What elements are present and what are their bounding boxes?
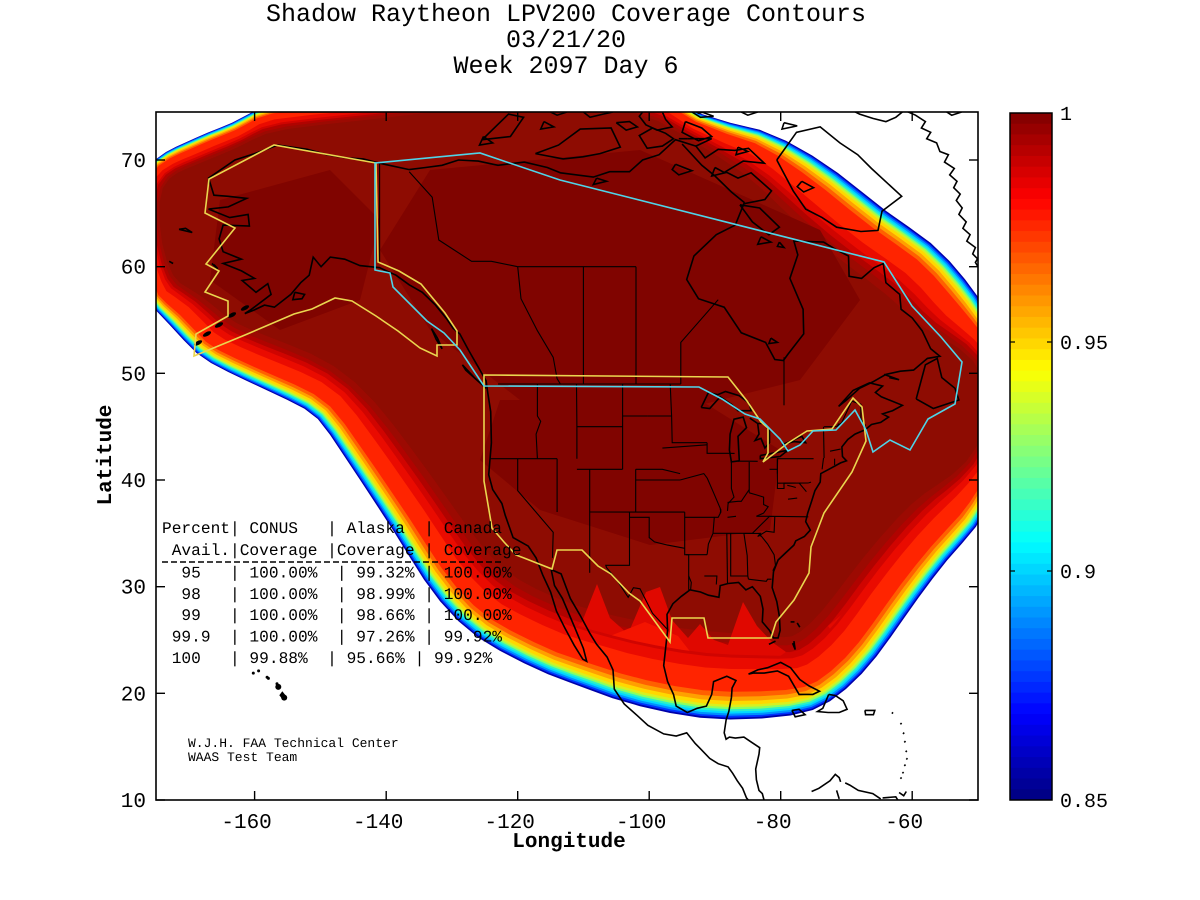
svg-text:10: 10 [121, 791, 146, 814]
svg-text:W.J.H. FAA Technical Center: W.J.H. FAA Technical Center [188, 736, 399, 751]
svg-text:98 | 100.00% | 98.99% | 100: 98 | 100.00% | 98.99% | 100.00% [162, 586, 512, 604]
svg-text:95 | 100.00% | 99.32% | 100: 95 | 100.00% | 99.32% | 100.00% [162, 565, 512, 583]
svg-text:Percent| CONUS | Alaska | C: Percent| CONUS | Alaska | Canada [162, 520, 502, 538]
svg-text:100 | 99.88% | 95.66% | 99.: 100 | 99.88% | 95.66% | 99.92% [162, 650, 493, 668]
svg-text:-60: -60 [885, 812, 923, 835]
svg-text:40: 40 [121, 471, 146, 494]
svg-text:1: 1 [1060, 104, 1072, 127]
svg-text:60: 60 [121, 258, 146, 281]
svg-text:Shadow Raytheon LPV200 Coverag: Shadow Raytheon LPV200 Coverage Contours [266, 0, 866, 29]
svg-text:20: 20 [121, 684, 146, 707]
svg-text:WAAS Test Team: WAAS Test Team [188, 750, 297, 765]
svg-text:Longitude: Longitude [512, 831, 625, 854]
svg-text:0.9: 0.9 [1060, 562, 1096, 585]
svg-text:03/21/20: 03/21/20 [506, 26, 626, 55]
svg-text:-120: -120 [484, 812, 534, 835]
svg-text:-140: -140 [353, 812, 403, 835]
svg-text:99 | 100.00% | 98.66% | 100: 99 | 100.00% | 98.66% | 100.00% [162, 607, 512, 625]
svg-text:-80: -80 [754, 812, 792, 835]
svg-text:Week 2097 Day 6: Week 2097 Day 6 [453, 52, 678, 81]
svg-text:0.95: 0.95 [1060, 333, 1108, 356]
svg-text:-160: -160 [221, 812, 271, 835]
svg-text:Latitude: Latitude [95, 405, 118, 506]
svg-text:70: 70 [121, 151, 146, 174]
svg-text:-100: -100 [616, 812, 666, 835]
svg-text:Avail.|Coverage |Coverage | Co: Avail.|Coverage |Coverage | Coverage [162, 542, 521, 560]
svg-text:50: 50 [121, 364, 146, 387]
svg-text:99.9 | 100.00% | 97.26% | 99: 99.9 | 100.00% | 97.26% | 99.92% [162, 629, 502, 647]
svg-text:0.85: 0.85 [1060, 791, 1108, 814]
svg-text:30: 30 [121, 578, 146, 601]
